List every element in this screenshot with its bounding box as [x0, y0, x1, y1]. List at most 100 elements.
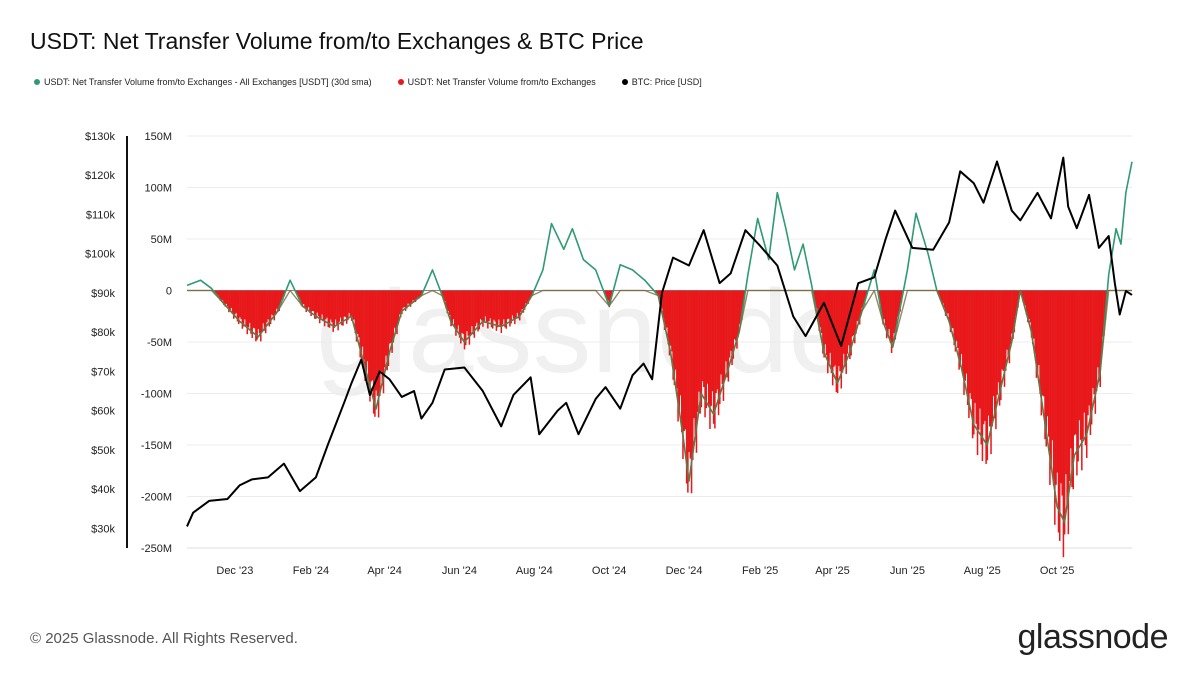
net-volume-bar: [730, 290, 732, 351]
x-axis-tick-label: Jun '24: [442, 565, 477, 577]
net-volume-bar: [402, 290, 404, 308]
x-axis-tick-label: Apr '24: [367, 565, 402, 577]
net-volume-bar: [1046, 290, 1049, 417]
net-volume-bar: [1083, 290, 1086, 413]
net-volume-bar: [505, 290, 508, 329]
net-volume-bar: [507, 290, 510, 319]
net-volume-bar: [327, 290, 330, 327]
net-volume-bar: [219, 290, 222, 301]
x-axis-tick-label: Oct '25: [1040, 565, 1075, 577]
net-volume-bar: [656, 290, 658, 294]
sma-negative-line: [187, 289, 1132, 523]
net-volume-bar: [985, 290, 987, 464]
net-volume-bar: [1013, 290, 1016, 333]
net-volume-bar: [271, 290, 273, 315]
right-axis-tick-label: -250M: [141, 543, 172, 555]
net-volume-bar: [365, 290, 368, 372]
net-volume-bar: [839, 290, 841, 372]
net-volume-bar: [1031, 290, 1034, 345]
net-volume-bar: [236, 290, 239, 322]
net-volume-bar: [317, 290, 320, 317]
net-volume-bar: [499, 290, 501, 326]
net-volume-bar: [410, 290, 413, 304]
net-volume-bar: [1027, 290, 1029, 323]
net-volume-bar: [672, 290, 674, 380]
net-volume-bar: [820, 290, 823, 333]
x-axis-tick-label: Apr '25: [815, 565, 850, 577]
net-volume-bar: [733, 290, 736, 340]
net-volume-bar: [316, 290, 319, 313]
net-volume-bar: [720, 290, 722, 375]
net-volume-bar: [514, 290, 516, 325]
net-volume-bar: [850, 290, 852, 356]
net-volume-bar: [716, 290, 719, 390]
legend-item-net[interactable]: USDT: Net Transfer Volume from/to Exchan…: [397, 77, 596, 87]
net-volume-bar: [719, 290, 721, 404]
net-volume-bar: [376, 290, 379, 396]
net-volume-bar: [386, 290, 388, 371]
btc-price-line: [186, 156, 1133, 527]
net-volume-bar: [892, 290, 894, 343]
net-volume-bar: [944, 290, 947, 316]
net-volume-bar: [953, 290, 955, 346]
net-volume-bar: [483, 290, 485, 323]
net-volume-bar: [882, 290, 884, 325]
net-volume-bar: [391, 290, 393, 353]
net-volume-bar: [835, 290, 838, 393]
net-volume-bar: [969, 290, 971, 394]
net-volume-bar: [1073, 290, 1076, 436]
net-volume-bar: [260, 290, 262, 342]
chart-area[interactable]: glassnode 150M 100M 50M 0 -50M -100M -150M -200M…: [0, 0, 1200, 600]
net-volume-bar: [896, 290, 899, 317]
net-volume-bar: [496, 290, 499, 328]
net-volume-bar: [878, 290, 881, 299]
net-volume-bar: [495, 290, 498, 331]
net-volume-bar: [851, 290, 854, 337]
net-volume-bar: [304, 290, 306, 308]
net-volume-bar: [860, 290, 862, 315]
net-volume-bar: [689, 290, 692, 459]
legend-label-sma: USDT: Net Transfer Volume from/to Exchan…: [44, 77, 372, 87]
legend-item-sma[interactable]: USDT: Net Transfer Volume from/to Exchan…: [34, 77, 372, 87]
net-volume-bar: [710, 290, 712, 406]
net-volume-bar: [1066, 290, 1068, 505]
net-volume-bar: [299, 290, 301, 300]
net-volume-bar: [274, 290, 277, 315]
net-volume-bar: [1017, 290, 1019, 308]
net-volume-bar: [333, 290, 336, 328]
net-volume-bar: [240, 290, 242, 320]
net-volume-bar: [229, 290, 231, 312]
net-volume-bar: [302, 290, 305, 305]
net-volume-bar: [849, 290, 851, 360]
net-volume-bar: [845, 290, 847, 374]
net-volume-bar: [830, 290, 833, 374]
net-volume-bar: [1057, 290, 1060, 533]
net-volume-bar: [273, 290, 276, 321]
net-volume-bar: [895, 290, 898, 333]
left-axis-tick-label: $70k: [91, 366, 115, 378]
net-volume-bar: [263, 290, 266, 331]
net-volume-bar: [347, 290, 349, 321]
net-volume-bar: [666, 290, 668, 328]
net-volume-bar: [1039, 290, 1041, 394]
net-volume-bar: [952, 290, 954, 329]
net-volume-bar: [1097, 290, 1099, 368]
net-volume-bar: [692, 290, 694, 460]
net-volume-bar: [889, 290, 892, 343]
net-volume-bar: [706, 290, 709, 384]
net-volume-bar: [494, 290, 496, 322]
net-volume-bar: [464, 290, 467, 346]
net-volume-bar: [693, 290, 695, 419]
net-volume-bar: [1074, 290, 1077, 435]
net-volume-bar: [942, 290, 944, 304]
net-volume-bar: [696, 290, 699, 412]
net-volume-bar: [863, 290, 866, 305]
net-volume-bar: [677, 290, 679, 422]
legend-item-btc[interactable]: BTC: Price [USD]: [621, 77, 702, 87]
net-volume-bar: [488, 290, 490, 322]
net-volume-bar: [451, 290, 454, 326]
net-volume-bar: [385, 290, 387, 356]
net-volume-bar: [446, 290, 449, 314]
net-volume-bar: [306, 290, 309, 310]
net-volume-bar: [272, 290, 274, 316]
